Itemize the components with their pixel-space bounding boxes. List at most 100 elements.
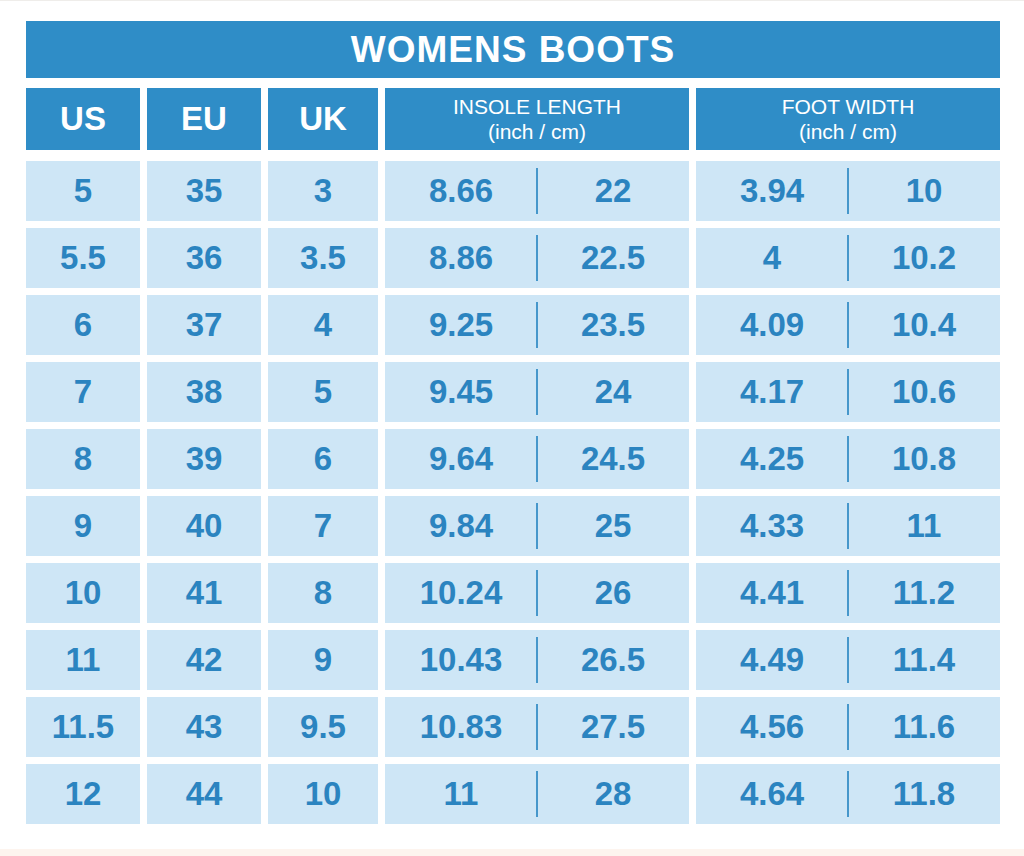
cell-insole-length: 8.86 22.5 <box>385 228 689 288</box>
insole-length-inch-value: 9.64 <box>385 440 537 478</box>
inch-cm-divider <box>847 704 849 750</box>
foot-width-inch-value: 4.49 <box>696 641 848 679</box>
cell-foot-width: 4.64 11.8 <box>696 764 1000 824</box>
column-header-uk-label: UK <box>299 100 347 138</box>
cell-foot-width: 4.33 11 <box>696 496 1000 556</box>
insole-length-cm-value: 24 <box>537 373 689 411</box>
cell-foot-width: 4.49 11.4 <box>696 630 1000 690</box>
cell-uk-size: 10 <box>268 764 378 824</box>
cell-uk-size: 7 <box>268 496 378 556</box>
inch-cm-divider <box>536 771 538 817</box>
cell-us-size: 10 <box>26 563 140 623</box>
cell-insole-length: 10.24 26 <box>385 563 689 623</box>
column-header-eu: EU <box>147 88 261 150</box>
cell-eu-size: 37 <box>147 295 261 355</box>
foot-width-inch-value: 4.09 <box>696 306 848 344</box>
inch-cm-divider <box>536 503 538 549</box>
column-header-us-label: US <box>60 100 106 138</box>
cell-uk-size: 6 <box>268 429 378 489</box>
inch-cm-divider <box>536 369 538 415</box>
cell-eu-size: 38 <box>147 362 261 422</box>
foot-width-inch-value: 4.41 <box>696 574 848 612</box>
column-header-foot-width-label: FOOT WIDTH <box>782 94 915 119</box>
insole-length-cm-value: 28 <box>537 775 689 813</box>
insole-length-inch-value: 8.66 <box>385 172 537 210</box>
inch-cm-divider <box>847 369 849 415</box>
cell-eu-size: 41 <box>147 563 261 623</box>
cell-us-size: 9 <box>26 496 140 556</box>
inch-cm-divider <box>536 436 538 482</box>
foot-width-inch-value: 3.94 <box>696 172 848 210</box>
cell-foot-width: 3.94 10 <box>696 161 1000 221</box>
foot-width-cm-value: 11.6 <box>848 708 1000 746</box>
foot-width-inch-value: 4 <box>696 239 848 277</box>
insole-length-cm-value: 24.5 <box>537 440 689 478</box>
cell-us-size: 11 <box>26 630 140 690</box>
cell-insole-length: 9.64 24.5 <box>385 429 689 489</box>
size-chart: WOMENS BOOTS US EU UK INSOLE LENGTH (inc… <box>26 21 1000 824</box>
column-header-eu-label: EU <box>181 100 227 138</box>
insole-length-inch-value: 9.84 <box>385 507 537 545</box>
cell-foot-width: 4.25 10.8 <box>696 429 1000 489</box>
table-body: 5 35 3 8.66 22 3.94 10 5.5 36 3.5 8.86 2… <box>26 161 1000 824</box>
cell-foot-width: 4 10.2 <box>696 228 1000 288</box>
inch-cm-divider <box>536 704 538 750</box>
inch-cm-divider <box>847 771 849 817</box>
insole-length-inch-value: 8.86 <box>385 239 537 277</box>
foot-width-inch-value: 4.33 <box>696 507 848 545</box>
foot-width-cm-value: 11.8 <box>848 775 1000 813</box>
insole-length-inch-value: 10.83 <box>385 708 537 746</box>
foot-width-cm-value: 10.6 <box>848 373 1000 411</box>
cell-uk-size: 8 <box>268 563 378 623</box>
foot-width-inch-value: 4.25 <box>696 440 848 478</box>
cell-insole-length: 11 28 <box>385 764 689 824</box>
foot-width-cm-value: 10.8 <box>848 440 1000 478</box>
top-edge-line <box>0 0 1024 1</box>
inch-cm-divider <box>847 302 849 348</box>
foot-width-cm-value: 10 <box>848 172 1000 210</box>
inch-cm-divider <box>847 503 849 549</box>
insole-length-cm-value: 27.5 <box>537 708 689 746</box>
cell-us-size: 5.5 <box>26 228 140 288</box>
insole-length-inch-value: 10.24 <box>385 574 537 612</box>
cell-foot-width: 4.17 10.6 <box>696 362 1000 422</box>
column-header-insole-length: INSOLE LENGTH (inch / cm) <box>385 88 689 150</box>
column-header-insole-length-label: INSOLE LENGTH <box>453 94 621 119</box>
cell-insole-length: 9.84 25 <box>385 496 689 556</box>
insole-length-inch-value: 9.25 <box>385 306 537 344</box>
inch-cm-divider <box>536 235 538 281</box>
inch-cm-divider <box>847 436 849 482</box>
cell-uk-size: 4 <box>268 295 378 355</box>
foot-width-cm-value: 11.2 <box>848 574 1000 612</box>
cell-uk-size: 9 <box>268 630 378 690</box>
bottom-edge-strip <box>0 849 1024 856</box>
column-header-uk: UK <box>268 88 378 150</box>
insole-length-cm-value: 25 <box>537 507 689 545</box>
inch-cm-divider <box>847 168 849 214</box>
cell-eu-size: 44 <box>147 764 261 824</box>
insole-length-inch-value: 11 <box>385 775 537 813</box>
foot-width-cm-value: 10.4 <box>848 306 1000 344</box>
chart-title: WOMENS BOOTS <box>351 29 675 71</box>
insole-length-cm-value: 26 <box>537 574 689 612</box>
cell-eu-size: 42 <box>147 630 261 690</box>
cell-uk-size: 3.5 <box>268 228 378 288</box>
cell-us-size: 7 <box>26 362 140 422</box>
inch-cm-divider <box>847 637 849 683</box>
column-header-foot-width-units: (inch / cm) <box>799 119 897 144</box>
insole-length-cm-value: 22 <box>537 172 689 210</box>
cell-insole-length: 10.43 26.5 <box>385 630 689 690</box>
insole-length-inch-value: 9.45 <box>385 373 537 411</box>
inch-cm-divider <box>536 168 538 214</box>
cell-eu-size: 36 <box>147 228 261 288</box>
foot-width-inch-value: 4.17 <box>696 373 848 411</box>
inch-cm-divider <box>847 570 849 616</box>
cell-uk-size: 5 <box>268 362 378 422</box>
foot-width-inch-value: 4.56 <box>696 708 848 746</box>
cell-eu-size: 43 <box>147 697 261 757</box>
cell-insole-length: 8.66 22 <box>385 161 689 221</box>
insole-length-cm-value: 23.5 <box>537 306 689 344</box>
cell-foot-width: 4.56 11.6 <box>696 697 1000 757</box>
cell-foot-width: 4.41 11.2 <box>696 563 1000 623</box>
insole-length-cm-value: 22.5 <box>537 239 689 277</box>
